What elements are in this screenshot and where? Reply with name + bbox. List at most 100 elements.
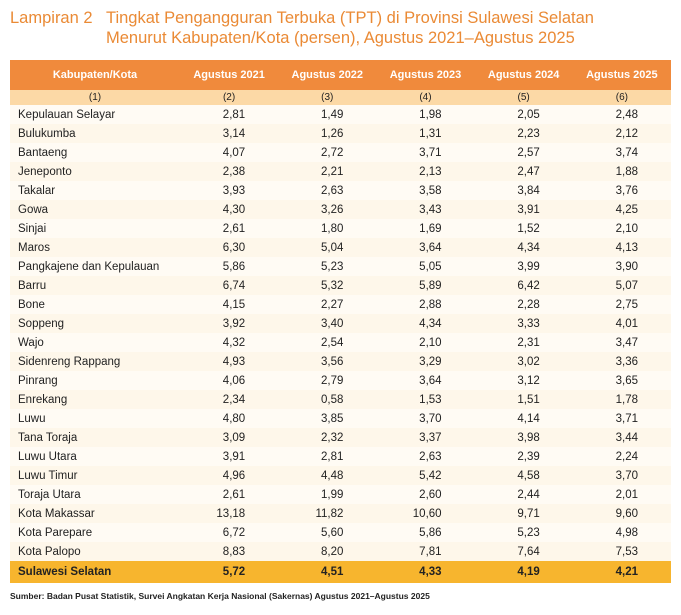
table-row: Pinrang 4,06 2,79 3,64 3,12 3,65	[10, 371, 671, 390]
tpt-value: 3,09	[180, 428, 279, 447]
table-row: Takalar 3,93 2,63 3,58 3,84 3,76	[10, 181, 671, 200]
tpt-value: 3,37	[376, 428, 475, 447]
tpt-value: 1,52	[474, 219, 573, 238]
table-row: Maros 6,30 5,04 3,64 4,34 4,13	[10, 238, 671, 257]
column-header: Agustus 2023	[376, 60, 475, 90]
table-row: Kepulauan Selayar 2,81 1,49 1,98 2,05 2,48	[10, 105, 671, 124]
tpt-value: 5,32	[278, 276, 377, 295]
region-name: Soppeng	[10, 314, 180, 333]
region-name: Luwu	[10, 409, 180, 428]
tpt-table: Kabupaten/Kota Agustus 2021 Agustus 2022 Ag…	[10, 60, 671, 583]
tpt-value: 3,70	[572, 466, 671, 485]
region-name: Enrekang	[10, 390, 180, 409]
column-number: (6)	[572, 90, 671, 105]
table-row: Sinjai 2,61 1,80 1,69 1,52 2,10	[10, 219, 671, 238]
tpt-value: 3,99	[474, 257, 573, 276]
tpt-value: 3,56	[278, 352, 377, 371]
tpt-value: 1,49	[278, 105, 377, 124]
tpt-value: 9,60	[572, 504, 671, 523]
tpt-value: 2,31	[474, 333, 573, 352]
tpt-value: 3,40	[278, 314, 377, 333]
tpt-value: 2,28	[474, 295, 573, 314]
tpt-value: 4,15	[180, 295, 279, 314]
tpt-value: 11,82	[278, 504, 377, 523]
table-row: Sidenreng Rappang 4,93 3,56 3,29 3,02 3,36	[10, 352, 671, 371]
tpt-value: 7,64	[474, 542, 573, 561]
tpt-value: 3,36	[572, 352, 671, 371]
title-line-1: Tingkat Pengangguran Terbuka (TPT) di Pr…	[106, 9, 594, 27]
table-row: Kota Parepare 6,72 5,60 5,86 5,23 4,98	[10, 523, 671, 542]
tpt-value: 2,54	[278, 333, 377, 352]
tpt-value: 5,60	[278, 523, 377, 542]
tpt-value: 3,58	[376, 181, 475, 200]
tpt-value: 2,10	[572, 219, 671, 238]
table-row: Kota Makassar 13,18 11,82 10,60 9,71 9,60	[10, 504, 671, 523]
tpt-value: 2,05	[474, 105, 573, 124]
table-row: Tana Toraja 3,09 2,32 3,37 3,98 3,44	[10, 428, 671, 447]
tpt-value: 4,07	[180, 143, 279, 162]
table-row: Pangkajene dan Kepulauan 5,86 5,23 5,05 3,99…	[10, 257, 671, 276]
tpt-value: 3,43	[376, 200, 475, 219]
tpt-value: 2,01	[572, 485, 671, 504]
tpt-value: 2,10	[376, 333, 475, 352]
tpt-value: 2,61	[180, 219, 279, 238]
region-name: Kota Palopo	[10, 542, 180, 561]
total-value: 4,19	[474, 561, 573, 583]
title-line-2: Menurut Kabupaten/Kota (persen), Agustus…	[106, 29, 575, 47]
tpt-value: 3,33	[474, 314, 573, 333]
tpt-value: 2,23	[474, 124, 573, 143]
tpt-value: 4,96	[180, 466, 279, 485]
tpt-value: 2,63	[376, 447, 475, 466]
region-name: Bantaeng	[10, 143, 180, 162]
total-value: 4,51	[278, 561, 377, 583]
tpt-value: 2,47	[474, 162, 573, 181]
tpt-value: 6,72	[180, 523, 279, 542]
tpt-value: 2,21	[278, 162, 377, 181]
tpt-value: 2,63	[278, 181, 377, 200]
tpt-value: 5,42	[376, 466, 475, 485]
tpt-value: 2,60	[376, 485, 475, 504]
tpt-value: 4,30	[180, 200, 279, 219]
region-name: Wajo	[10, 333, 180, 352]
tpt-value: 6,30	[180, 238, 279, 257]
table-row: Soppeng 3,92 3,40 4,34 3,33 4,01	[10, 314, 671, 333]
tpt-value: 4,25	[572, 200, 671, 219]
tpt-value: 4,06	[180, 371, 279, 390]
tpt-value: 4,98	[572, 523, 671, 542]
tpt-value: 2,81	[180, 105, 279, 124]
tpt-value: 3,14	[180, 124, 279, 143]
tpt-value: 2,38	[180, 162, 279, 181]
column-header: Agustus 2024	[474, 60, 573, 90]
tpt-value: 3,47	[572, 333, 671, 352]
column-header: Agustus 2021	[180, 60, 279, 90]
tpt-value: 5,23	[278, 257, 377, 276]
tpt-value: 4,14	[474, 409, 573, 428]
column-header: Agustus 2025	[572, 60, 671, 90]
tpt-value: 3,74	[572, 143, 671, 162]
tpt-value: 3,84	[474, 181, 573, 200]
tpt-value: 3,71	[572, 409, 671, 428]
tpt-value: 4,48	[278, 466, 377, 485]
column-number: (4)	[376, 90, 475, 105]
tpt-value: 5,04	[278, 238, 377, 257]
tpt-value: 2,88	[376, 295, 475, 314]
table-row: Enrekang 2,34 0,58 1,53 1,51 1,78	[10, 390, 671, 409]
source-note: Sumber: Badan Pusat Statistik, Survei An…	[10, 591, 430, 601]
table-row: Barru 6,74 5,32 5,89 6,42 5,07	[10, 276, 671, 295]
tpt-value: 4,13	[572, 238, 671, 257]
table-row: Bulukumba 3,14 1,26 1,31 2,23 2,12	[10, 124, 671, 143]
tpt-value: 1,88	[572, 162, 671, 181]
tpt-value: 3,91	[180, 447, 279, 466]
tpt-value: 1,69	[376, 219, 475, 238]
region-name: Jeneponto	[10, 162, 180, 181]
tpt-value: 3,64	[376, 238, 475, 257]
tpt-value: 2,61	[180, 485, 279, 504]
tpt-value: 3,02	[474, 352, 573, 371]
tpt-value: 4,32	[180, 333, 279, 352]
tpt-value: 2,79	[278, 371, 377, 390]
tpt-value: 2,32	[278, 428, 377, 447]
table-row: Bone 4,15 2,27 2,88 2,28 2,75	[10, 295, 671, 314]
tpt-value: 2,27	[278, 295, 377, 314]
tpt-value: 3,93	[180, 181, 279, 200]
tpt-value: 5,86	[376, 523, 475, 542]
